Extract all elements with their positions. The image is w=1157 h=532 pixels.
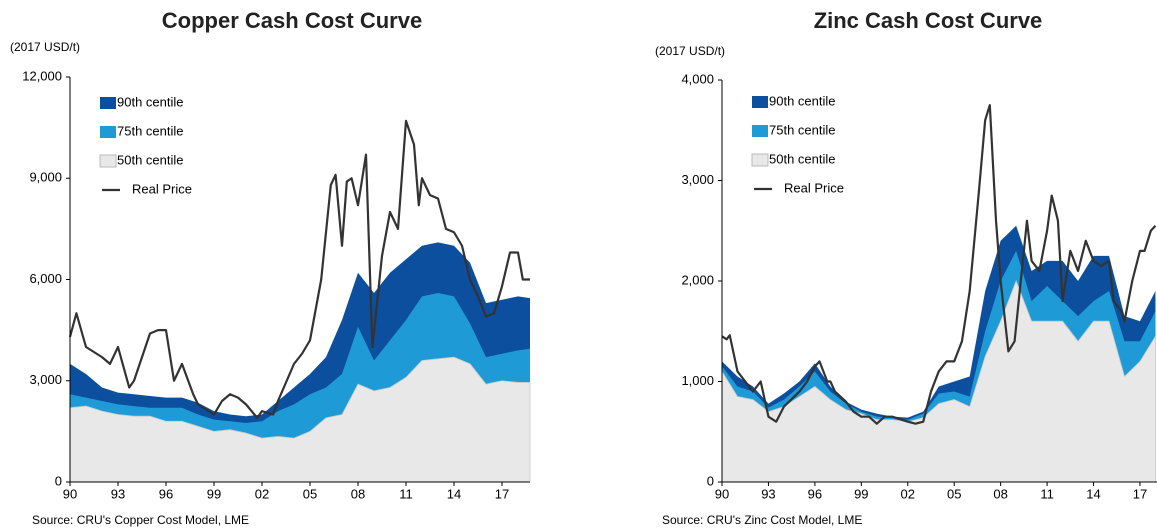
x-tick-label: 11 — [1040, 486, 1054, 501]
legend-label: Real Price — [132, 181, 192, 196]
x-tick-label: 99 — [207, 486, 221, 501]
x-tick-label: 14 — [1086, 486, 1100, 501]
source: Source: CRU's Copper Cost Model, LME — [32, 513, 249, 527]
area — [69, 356, 531, 483]
x-tick-label: 02 — [255, 486, 269, 501]
y-tick-label: 1,000 — [681, 373, 714, 388]
plot — [68, 119, 531, 483]
x-tick-label: 96 — [808, 486, 822, 501]
x-tick-label: 93 — [761, 486, 775, 501]
x-tick-label: 11 — [399, 486, 413, 501]
source: Source: CRU's Zinc Cost Model, LME — [662, 513, 862, 527]
legend-label: 90th centile — [117, 94, 184, 109]
y-tick-label: 3,000 — [681, 172, 714, 187]
x-tick-label: 96 — [159, 486, 173, 501]
x-tick-label: 08 — [351, 486, 365, 501]
legend-label: 75th centile — [117, 123, 184, 138]
legend-swatch — [752, 96, 768, 108]
x-tick-label: 05 — [947, 486, 961, 501]
y-tick-label: 0 — [707, 473, 714, 488]
x-tick-label: 02 — [901, 486, 915, 501]
y-axis-label: (2017 USD/t) — [655, 44, 725, 58]
legend-swatch — [752, 125, 768, 137]
y-tick-label: 12,000 — [22, 68, 62, 83]
y-axis-label: (2017 USD/t) — [10, 40, 80, 54]
x-tick-label: 99 — [854, 486, 868, 501]
legend-label: 90th centile — [769, 93, 836, 108]
legend-swatch — [751, 153, 769, 167]
plot — [722, 104, 1157, 483]
y-tick-label: 3,000 — [29, 372, 62, 387]
x-tick-label: 14 — [447, 486, 461, 501]
chart-title: Copper Cash Cost Curve — [162, 8, 422, 33]
y-tick-label: 0 — [55, 473, 62, 488]
legend-label: 75th centile — [769, 122, 836, 137]
legend-swatch — [100, 126, 116, 138]
legend-label: Real Price — [784, 180, 844, 195]
legend-label: 50th centile — [769, 151, 836, 166]
y-tick-label: 6,000 — [29, 271, 62, 286]
x-tick-label: 93 — [111, 486, 125, 501]
y-tick-label: 9,000 — [29, 170, 62, 185]
y-tick-label: 2,000 — [681, 272, 714, 287]
y-tick-label: 4,000 — [681, 71, 714, 86]
x-tick-label: 05 — [303, 486, 317, 501]
chart-title: Zinc Cash Cost Curve — [814, 8, 1043, 33]
legend-swatch — [99, 154, 117, 168]
x-tick-label: 90 — [63, 486, 77, 501]
x-tick-label: 08 — [993, 486, 1007, 501]
legend-swatch — [100, 97, 116, 109]
line — [722, 104, 1157, 425]
x-tick-label: 17 — [1133, 486, 1147, 501]
line — [68, 119, 530, 419]
x-tick-label: 90 — [715, 486, 729, 501]
legend-label: 50th centile — [117, 152, 184, 167]
x-tick-label: 17 — [495, 486, 509, 501]
